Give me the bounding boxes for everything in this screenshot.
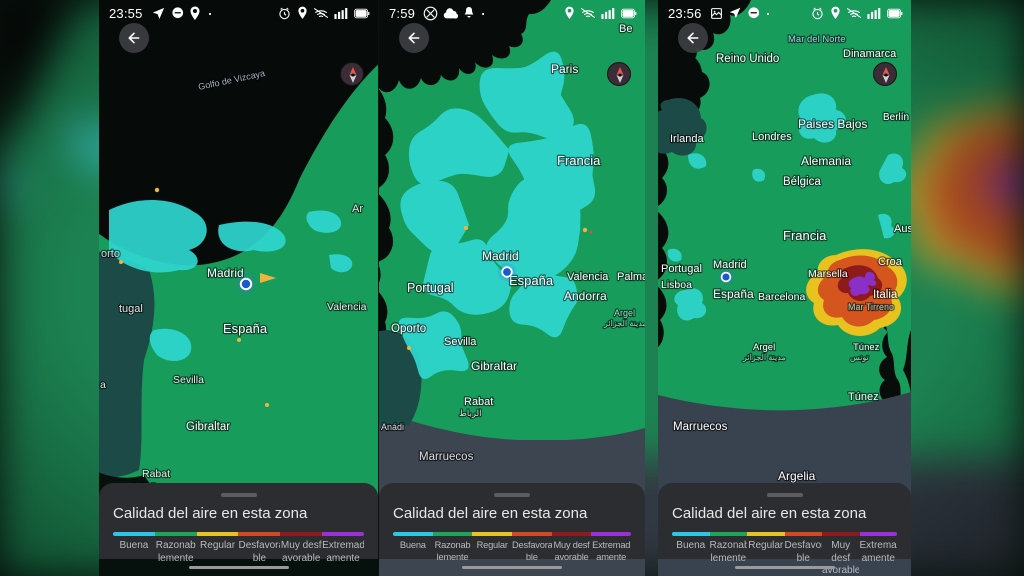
svg-text:Gibraltar: Gibraltar xyxy=(471,359,517,373)
svg-text:Oporto: Oporto xyxy=(391,323,426,335)
svg-text:España: España xyxy=(509,273,554,288)
svg-text:الرباط: الرباط xyxy=(459,408,481,419)
svg-text:Londres: Londres xyxy=(752,131,792,143)
svg-text:España: España xyxy=(223,321,268,336)
svg-text:Marruecos: Marruecos xyxy=(673,421,728,433)
svg-text:Sevilla: Sevilla xyxy=(173,374,204,386)
svg-text:مدينة الجزائر: مدينة الجزائر xyxy=(742,353,786,362)
svg-text:tugal: tugal xyxy=(119,303,143,315)
svg-text:Rabat: Rabat xyxy=(142,468,170,480)
svg-text:Argel: Argel xyxy=(753,342,775,353)
svg-text:Reino Unido: Reino Unido xyxy=(716,53,779,65)
svg-text:Barcelona: Barcelona xyxy=(758,291,805,303)
svg-text:مدينة الجزائر: مدينة الجزائر xyxy=(603,319,645,328)
svg-text:Mar Tirreno: Mar Tirreno xyxy=(848,302,894,312)
svg-text:Paises Bajos: Paises Bajos xyxy=(798,117,867,131)
svg-text:Valencia: Valencia xyxy=(327,301,367,313)
svg-text:Rabat: Rabat xyxy=(464,396,493,408)
svg-text:Portugal: Portugal xyxy=(661,263,702,275)
svg-text:Madrid: Madrid xyxy=(713,259,747,271)
svg-text:Mar del Norte: Mar del Norte xyxy=(788,34,846,45)
svg-text:تونس: تونس xyxy=(850,353,869,362)
svg-text:a: a xyxy=(100,379,106,391)
svg-text:orto: orto xyxy=(101,248,120,260)
svg-text:Croa: Croa xyxy=(878,256,903,268)
svg-text:Anádi: Anádi xyxy=(381,422,404,432)
svg-text:Andorra: Andorra xyxy=(564,289,607,303)
svg-text:Dinamarca: Dinamarca xyxy=(843,48,897,60)
svg-text:Valencia: Valencia xyxy=(567,271,609,283)
svg-text:Irlanda: Irlanda xyxy=(670,133,705,145)
svg-text:Sevilla: Sevilla xyxy=(444,336,477,348)
svg-text:Lisboa: Lisboa xyxy=(661,279,692,291)
svg-text:Paris: Paris xyxy=(551,62,578,76)
svg-text:Túnez: Túnez xyxy=(853,342,880,353)
svg-text:Austr: Austr xyxy=(894,223,911,235)
svg-text:Berlín: Berlín xyxy=(883,112,909,123)
svg-text:Francia: Francia xyxy=(557,153,601,168)
svg-text:Argelia: Argelia xyxy=(778,469,816,483)
svg-text:Palma: Palma xyxy=(617,271,645,283)
svg-text:Marruecos: Marruecos xyxy=(419,451,474,463)
svg-text:Francia: Francia xyxy=(783,228,827,243)
svg-text:Marsella: Marsella xyxy=(808,268,848,280)
svg-text:Italia: Italia xyxy=(873,289,898,301)
svg-text:Gibraltar: Gibraltar xyxy=(186,421,230,433)
svg-text:Portugal: Portugal xyxy=(407,281,454,295)
svg-text:Bélgica: Bélgica xyxy=(783,176,821,188)
svg-text:España: España xyxy=(713,287,754,301)
svg-text:Alemania: Alemania xyxy=(801,154,851,168)
svg-text:Túnez: Túnez xyxy=(848,391,879,403)
svg-text:Ar: Ar xyxy=(352,203,363,215)
svg-text:Argel: Argel xyxy=(614,308,635,318)
svg-text:Madrid: Madrid xyxy=(482,249,519,263)
